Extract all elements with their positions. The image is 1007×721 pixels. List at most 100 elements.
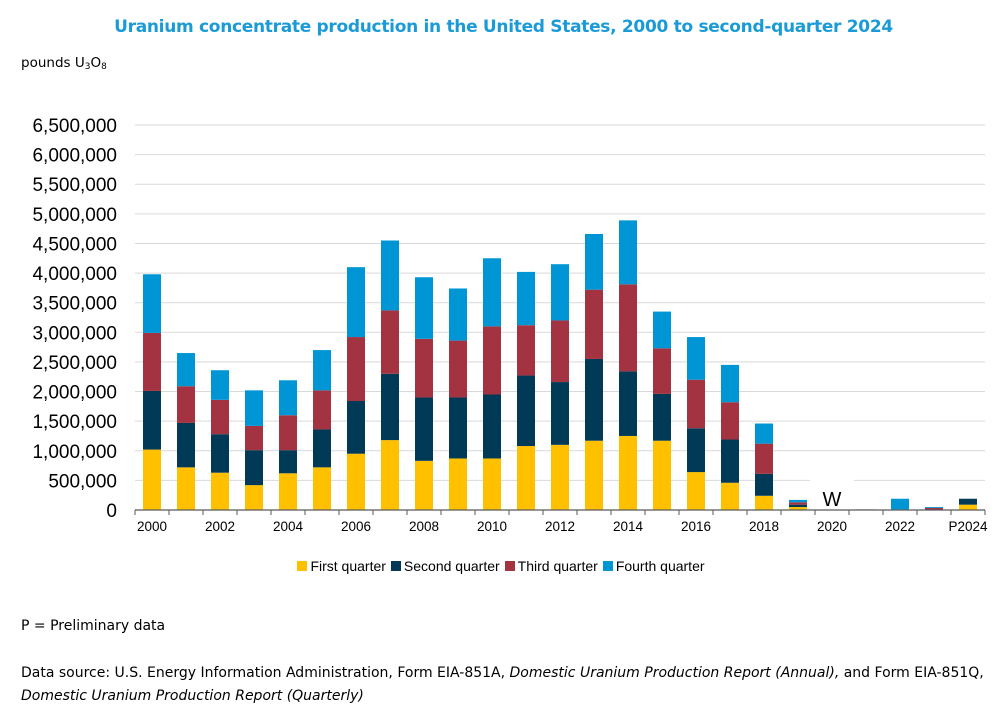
bar-segment-second-quarter xyxy=(687,428,705,473)
bar-segment-third-quarter xyxy=(721,402,739,440)
bar-segment-first-quarter xyxy=(653,440,671,510)
bar-segment-second-quarter xyxy=(551,382,569,445)
bar-segment-fourth-quarter xyxy=(687,337,705,380)
bars xyxy=(143,220,977,511)
bar-segment-fourth-quarter xyxy=(721,364,739,403)
x-tick-label: 2002 xyxy=(205,519,235,534)
legend-swatch xyxy=(390,561,401,571)
y-axis-unit-label: pounds U3O8 xyxy=(21,55,107,72)
bar-segment-second-quarter xyxy=(211,434,229,473)
bar-segment-third-quarter xyxy=(755,443,773,474)
bar-segment-third-quarter xyxy=(449,340,467,398)
bar-segment-fourth-quarter xyxy=(143,274,161,333)
bar-segment-second-quarter xyxy=(585,358,603,441)
bar-segment-second-quarter xyxy=(483,394,501,459)
bar-segment-second-quarter xyxy=(449,397,467,459)
y-tick-label: 2,000,000 xyxy=(32,383,117,404)
bar-segment-second-quarter xyxy=(653,393,671,441)
bar-segment-second-quarter xyxy=(313,429,331,468)
x-tick-label: 2018 xyxy=(749,519,779,534)
bar-segment-fourth-quarter xyxy=(789,499,807,503)
x-tick-label: 2010 xyxy=(477,519,507,534)
legend-label: Fourth quarter xyxy=(615,558,705,574)
bar-segment-first-quarter xyxy=(551,444,569,510)
bar-segment-first-quarter xyxy=(381,440,399,510)
x-tick-label: 2012 xyxy=(545,519,575,534)
x-tick-label: 2020 xyxy=(817,519,847,534)
bar-segment-fourth-quarter xyxy=(449,288,467,341)
bar-segment-third-quarter xyxy=(687,379,705,429)
bar-segment-first-quarter xyxy=(211,472,229,510)
bar-segment-fourth-quarter xyxy=(619,220,637,285)
source-annual-report: Domestic Uranium Production Report (Annu… xyxy=(509,665,840,681)
bar-segment-first-quarter xyxy=(687,472,705,510)
legend: First quarter Second quarter Third quarter… xyxy=(0,558,1007,574)
bar-segment-third-quarter xyxy=(517,325,535,376)
bar-segment-fourth-quarter xyxy=(279,380,297,416)
bar-segment-first-quarter xyxy=(313,467,331,510)
bar-segment-fourth-quarter xyxy=(891,498,909,510)
legend-item: Fourth quarter xyxy=(602,558,705,574)
y-tick-label: 6,500,000 xyxy=(32,116,117,137)
bar-segment-third-quarter xyxy=(551,320,569,383)
legend-label: Second quarter xyxy=(403,558,500,574)
bar-segment-first-quarter xyxy=(415,460,433,510)
bar-segment-first-quarter xyxy=(585,440,603,510)
unit-prefix: pounds U xyxy=(21,55,85,71)
y-tick-label: 1,500,000 xyxy=(32,412,117,433)
y-tick-label: 3,500,000 xyxy=(32,294,117,315)
bar-segment-third-quarter xyxy=(653,348,671,394)
bar-segment-first-quarter xyxy=(143,449,161,510)
bar-segment-third-quarter xyxy=(313,390,331,430)
bar-segment-fourth-quarter xyxy=(381,240,399,311)
bar-segment-first-quarter xyxy=(755,495,773,510)
bar-segment-fourth-quarter xyxy=(551,264,569,321)
legend-label: Third quarter xyxy=(517,558,598,574)
bar-segment-third-quarter xyxy=(143,332,161,391)
bar-segment-third-quarter xyxy=(619,284,637,372)
bar-segment-first-quarter xyxy=(789,507,807,510)
bar-segment-fourth-quarter xyxy=(415,277,433,339)
legend-label: First quarter xyxy=(310,558,386,574)
bar-segment-second-quarter xyxy=(177,422,195,468)
bar-segment-first-quarter xyxy=(721,482,739,510)
bar-segment-fourth-quarter xyxy=(211,370,229,400)
y-tick-label: 5,500,000 xyxy=(32,175,117,196)
bar-segment-second-quarter xyxy=(789,504,807,508)
y-tick-label: 3,000,000 xyxy=(32,323,117,344)
data-source: Data source: U.S. Energy Information Adm… xyxy=(21,662,996,708)
bar-segment-second-quarter xyxy=(619,371,637,436)
x-tick-label: 2022 xyxy=(885,519,915,534)
bar-segment-second-quarter xyxy=(415,397,433,461)
bar-segment-second-quarter xyxy=(143,390,161,450)
bar-segment-fourth-quarter xyxy=(347,267,365,338)
annotations: W xyxy=(810,470,854,511)
bar-segment-fourth-quarter xyxy=(245,390,263,426)
bar-segment-fourth-quarter xyxy=(313,350,331,391)
y-tick-label: 2,500,000 xyxy=(32,353,117,374)
bar-segment-third-quarter xyxy=(347,337,365,402)
bar-segment-first-quarter xyxy=(177,467,195,510)
bar-segment-first-quarter xyxy=(245,485,263,510)
stacked-bar-chart: 0 500,000 1,000,000 1,500,000 2,000,000 2,500… xyxy=(32,116,988,534)
x-axis: 2000 2002 2004 2006 2008 2010 2012 2014 2016 2018… xyxy=(134,509,988,534)
bar-segment-third-quarter xyxy=(211,399,229,435)
bar-segment-fourth-quarter xyxy=(585,233,603,290)
x-tick-label: 2004 xyxy=(273,519,304,534)
preliminary-note: P = Preliminary data xyxy=(21,618,166,634)
bar-segment-first-quarter xyxy=(483,458,501,510)
bar-segment-second-quarter xyxy=(245,450,263,486)
bar-segment-fourth-quarter xyxy=(483,258,501,327)
bar-segment-third-quarter xyxy=(381,310,399,374)
bar-segment-first-quarter xyxy=(517,446,535,510)
x-tick-label: 2014 xyxy=(613,519,644,534)
legend-swatch xyxy=(602,561,613,571)
bar-segment-first-quarter xyxy=(619,435,637,510)
source-quarterly-report: Domestic Uranium Production Report (Quar… xyxy=(21,688,364,704)
unit-sub-3: 3 xyxy=(84,62,91,72)
y-tick-label: 5,000,000 xyxy=(32,205,117,226)
x-tick-label: 2000 xyxy=(137,519,167,534)
y-axis-tick-labels: 0 500,000 1,000,000 1,500,000 2,000,000 2,500… xyxy=(32,116,117,522)
legend-swatch xyxy=(504,561,515,571)
bar-segment-second-quarter xyxy=(347,401,365,454)
